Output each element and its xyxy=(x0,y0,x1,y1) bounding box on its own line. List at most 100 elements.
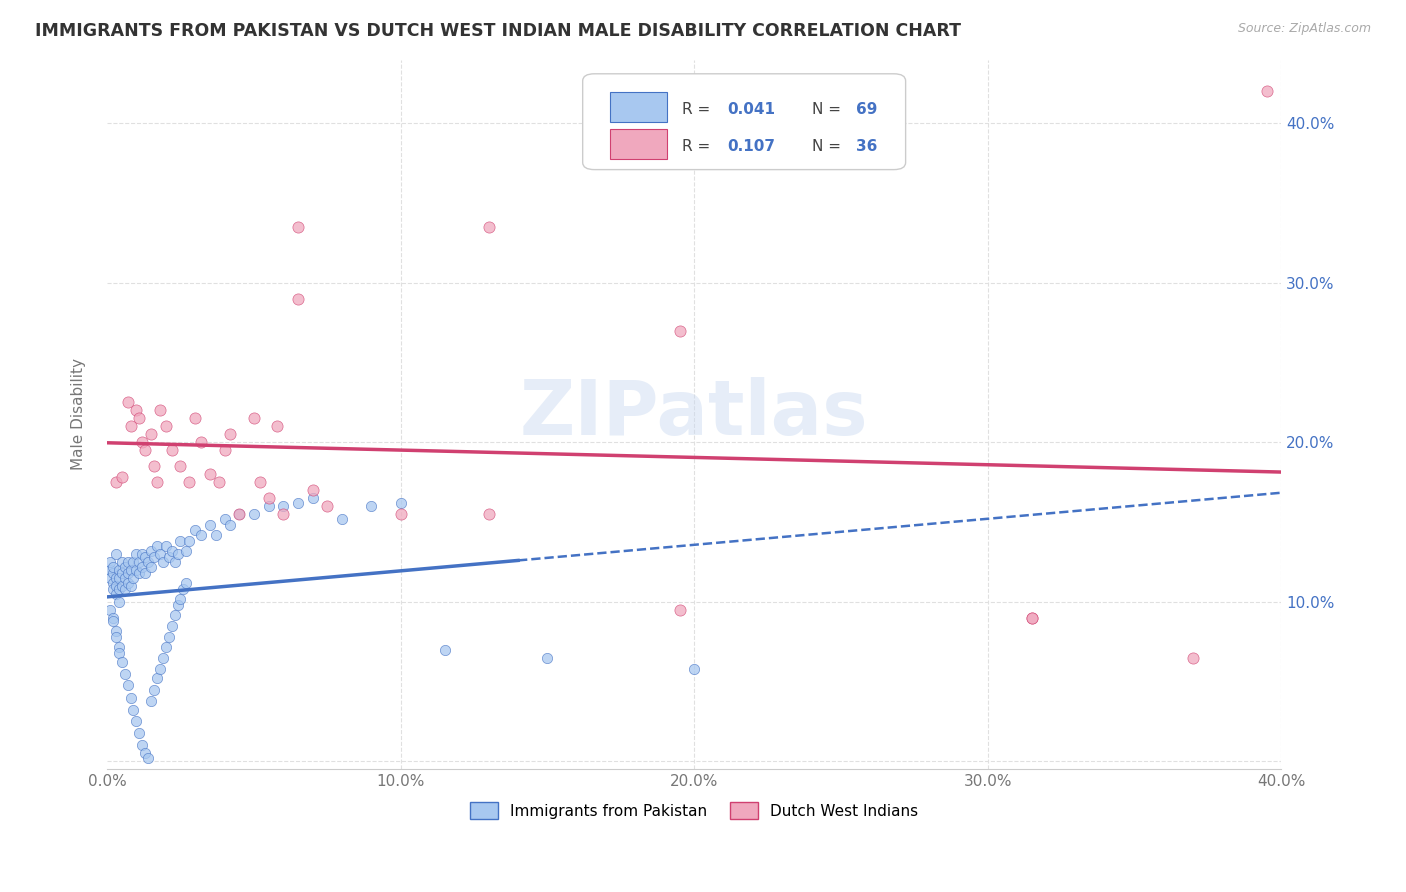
Point xyxy=(131,547,153,561)
Point xyxy=(139,544,162,558)
Point xyxy=(134,566,156,581)
Point xyxy=(134,550,156,565)
Point xyxy=(214,512,236,526)
Point xyxy=(433,642,456,657)
Point xyxy=(249,475,271,490)
Point xyxy=(98,571,121,585)
Point xyxy=(330,512,353,526)
Text: 69: 69 xyxy=(856,103,877,118)
Point xyxy=(166,547,188,561)
Point xyxy=(176,575,198,590)
Point xyxy=(136,555,159,569)
Point xyxy=(179,475,201,490)
Point xyxy=(287,220,309,235)
Point xyxy=(1021,611,1043,625)
Point xyxy=(128,566,150,581)
Point xyxy=(120,563,142,577)
Point xyxy=(287,292,309,306)
Point xyxy=(114,571,136,585)
Point xyxy=(117,575,139,590)
Point xyxy=(152,650,174,665)
Point xyxy=(125,714,148,729)
Point xyxy=(266,419,288,434)
Point xyxy=(120,579,142,593)
Text: ZIPatlas: ZIPatlas xyxy=(520,377,869,451)
Point xyxy=(190,528,212,542)
Point xyxy=(1256,85,1278,99)
Point xyxy=(128,411,150,425)
Point xyxy=(104,624,127,638)
Text: 0.041: 0.041 xyxy=(727,103,775,118)
Point xyxy=(219,518,242,533)
Point xyxy=(120,419,142,434)
Point xyxy=(146,672,169,686)
Point xyxy=(111,555,134,569)
Point xyxy=(131,739,153,753)
Point xyxy=(139,694,162,708)
Point xyxy=(128,725,150,739)
Point xyxy=(389,507,412,521)
Point xyxy=(668,603,690,617)
Point xyxy=(214,443,236,458)
Point xyxy=(108,595,131,609)
Point xyxy=(114,666,136,681)
Point xyxy=(301,483,323,498)
Point xyxy=(157,630,180,644)
Point xyxy=(108,571,131,585)
Point xyxy=(117,566,139,581)
Point xyxy=(169,591,191,606)
Point xyxy=(536,650,558,665)
Point xyxy=(157,550,180,565)
Point xyxy=(111,470,134,484)
Point xyxy=(478,507,501,521)
Point xyxy=(139,427,162,442)
Point xyxy=(155,640,177,654)
Point xyxy=(184,411,207,425)
Point xyxy=(228,507,250,521)
Legend: Immigrants from Pakistan, Dutch West Indians: Immigrants from Pakistan, Dutch West Ind… xyxy=(464,796,924,825)
Point xyxy=(122,703,145,717)
Text: IMMIGRANTS FROM PAKISTAN VS DUTCH WEST INDIAN MALE DISABILITY CORRELATION CHART: IMMIGRANTS FROM PAKISTAN VS DUTCH WEST I… xyxy=(35,22,962,40)
Point xyxy=(104,587,127,601)
Point xyxy=(117,678,139,692)
Point xyxy=(163,555,186,569)
Point xyxy=(184,523,207,537)
Point xyxy=(143,550,166,565)
Point xyxy=(228,507,250,521)
Point xyxy=(287,496,309,510)
Point xyxy=(134,747,156,761)
FancyBboxPatch shape xyxy=(582,74,905,169)
Point xyxy=(1021,611,1043,625)
FancyBboxPatch shape xyxy=(610,92,668,122)
Point xyxy=(108,563,131,577)
FancyBboxPatch shape xyxy=(610,129,668,159)
Point xyxy=(155,419,177,434)
Point xyxy=(198,467,221,482)
Point xyxy=(389,496,412,510)
Point xyxy=(125,403,148,417)
Y-axis label: Male Disability: Male Disability xyxy=(72,359,86,470)
Point xyxy=(111,579,134,593)
Point xyxy=(111,656,134,670)
Point xyxy=(139,559,162,574)
Point xyxy=(101,566,124,581)
Point xyxy=(160,619,183,633)
Point xyxy=(271,499,294,513)
Text: Source: ZipAtlas.com: Source: ZipAtlas.com xyxy=(1237,22,1371,36)
Point xyxy=(219,427,242,442)
Point xyxy=(117,395,139,409)
Point xyxy=(146,539,169,553)
Point xyxy=(243,411,266,425)
Point xyxy=(149,403,172,417)
Point xyxy=(155,539,177,553)
Point xyxy=(152,555,174,569)
Point xyxy=(128,555,150,569)
Point xyxy=(108,582,131,596)
Point xyxy=(111,566,134,581)
Point xyxy=(101,614,124,628)
Point xyxy=(208,475,231,490)
Point xyxy=(131,435,153,450)
Point xyxy=(117,555,139,569)
Point xyxy=(149,662,172,676)
Text: N =: N = xyxy=(811,103,845,118)
